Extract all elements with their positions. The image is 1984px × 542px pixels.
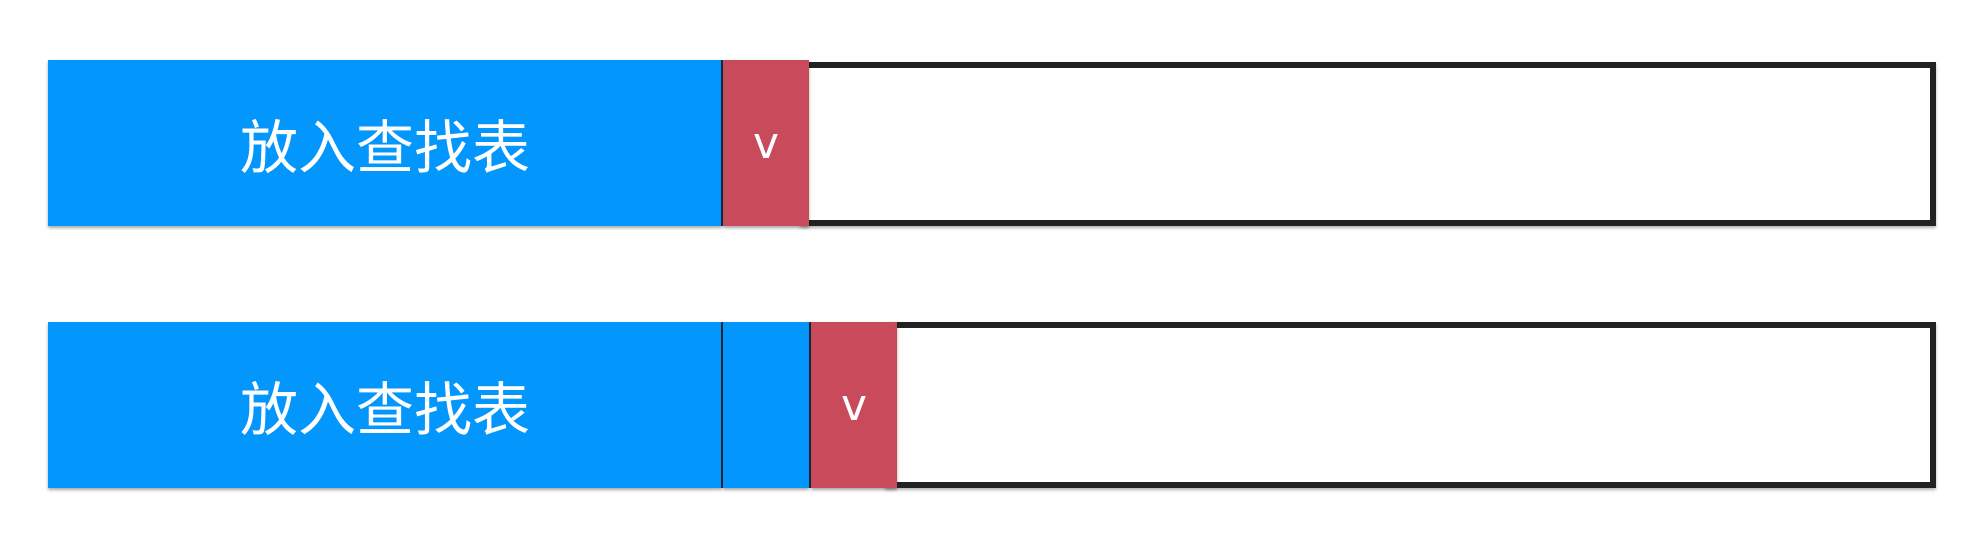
lookup-table-empty-2	[885, 322, 1936, 488]
put-into-lookup-table-2: 放入查找表	[48, 322, 722, 488]
lookup-table-empty-1	[800, 62, 1936, 226]
divider	[721, 322, 723, 488]
marker-cell-1: v	[723, 60, 809, 226]
row-label: 放入查找表	[239, 376, 530, 444]
marker-cell-2: v	[811, 322, 897, 488]
divider	[809, 322, 811, 488]
filled-cell-2	[723, 322, 809, 488]
row-label: 放入查找表	[239, 114, 530, 182]
marker-label: v	[752, 117, 780, 169]
divider	[721, 60, 723, 226]
put-into-lookup-table-1: 放入查找表	[48, 60, 722, 226]
marker-label: v	[840, 379, 868, 431]
